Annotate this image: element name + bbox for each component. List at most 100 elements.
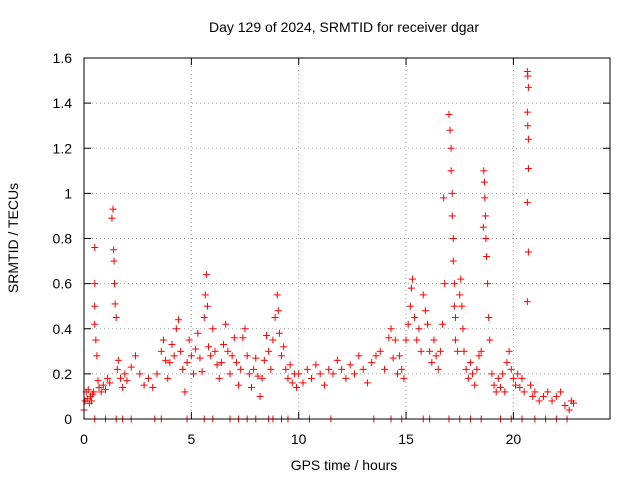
data-point <box>432 352 440 360</box>
data-point <box>486 336 494 344</box>
data-point <box>153 370 161 378</box>
data-point <box>381 365 389 373</box>
data-point <box>359 365 367 373</box>
data-point <box>385 334 393 342</box>
data-point <box>494 374 502 382</box>
data-point <box>258 374 266 382</box>
data-point <box>351 370 359 378</box>
ticks: 0 0.2 0.4 0.6 0.8 1 1.2 1.4 1.6 0 5 10 15 20 <box>53 50 610 447</box>
x-tick-label: 15 <box>398 431 414 447</box>
data-point <box>252 354 260 362</box>
data-point <box>523 298 531 306</box>
data-point <box>316 370 324 378</box>
data-point <box>280 343 288 351</box>
data-point <box>480 167 488 175</box>
data-point <box>159 336 167 344</box>
data-point <box>106 379 114 387</box>
data-point <box>485 313 493 321</box>
y-tick-label: 1.6 <box>53 50 73 66</box>
data-points <box>80 68 578 423</box>
data-point <box>247 383 255 391</box>
data-point <box>265 347 273 355</box>
data-point <box>535 397 543 405</box>
data-point <box>91 244 99 252</box>
data-point <box>84 386 92 394</box>
data-point <box>91 302 99 310</box>
data-point <box>411 313 419 321</box>
y-tick-label: 0.8 <box>53 231 73 247</box>
data-point <box>187 352 195 360</box>
data-point <box>524 165 532 173</box>
data-point <box>254 372 262 380</box>
data-point <box>127 363 135 371</box>
data-point <box>109 205 117 213</box>
data-point <box>157 347 165 355</box>
data-point <box>162 356 170 364</box>
data-point <box>269 336 277 344</box>
data-point <box>398 365 406 373</box>
data-point <box>237 365 245 373</box>
data-point <box>202 271 210 279</box>
data-point <box>194 329 202 337</box>
data-point <box>557 388 565 396</box>
data-point <box>481 194 489 202</box>
data-point <box>480 178 488 186</box>
data-point <box>464 374 472 382</box>
data-point <box>449 235 457 242</box>
data-point <box>523 198 531 206</box>
y-tick-label: 0.2 <box>53 366 73 382</box>
data-point <box>93 352 101 360</box>
data-point <box>457 275 465 283</box>
data-point <box>274 307 282 315</box>
data-point <box>325 365 333 373</box>
data-point <box>492 388 500 396</box>
data-point <box>419 291 427 299</box>
data-point <box>123 377 131 385</box>
data-point <box>523 108 531 116</box>
data-point <box>299 379 307 387</box>
data-point <box>243 352 251 360</box>
data-point <box>450 280 458 288</box>
data-point <box>391 336 399 344</box>
data-point <box>446 126 454 134</box>
data-point <box>396 352 404 360</box>
data-point <box>333 356 341 364</box>
data-point <box>235 381 243 389</box>
data-point <box>475 352 483 360</box>
data-point <box>449 257 457 265</box>
y-axis-label: SRMTID / TECUs <box>5 183 21 293</box>
data-point <box>101 386 109 394</box>
data-point <box>441 280 449 288</box>
data-point <box>121 370 129 378</box>
data-point <box>458 302 466 310</box>
data-point <box>477 347 485 355</box>
data-point <box>288 379 296 387</box>
data-point <box>286 361 294 369</box>
data-point <box>95 383 103 391</box>
data-point <box>460 347 468 355</box>
chart-title: Day 129 of 2024, SRMTID for receiver dga… <box>209 19 479 35</box>
data-point <box>112 313 120 321</box>
data-point <box>514 370 522 378</box>
data-point <box>189 370 197 378</box>
data-point <box>439 320 447 328</box>
data-point <box>484 280 492 288</box>
data-point <box>198 368 206 376</box>
data-point <box>140 381 148 389</box>
data-point <box>174 316 182 324</box>
data-point <box>355 352 363 360</box>
plot-area: 0 0.2 0.4 0.6 0.8 1 1.2 1.4 1.6 0 5 10 15 20 <box>53 50 611 447</box>
data-point <box>402 336 410 344</box>
data-point <box>428 359 436 367</box>
data-point <box>561 401 569 409</box>
data-point <box>168 341 176 349</box>
data-point <box>524 72 532 80</box>
data-point <box>104 374 112 382</box>
data-point <box>456 291 464 299</box>
data-point <box>451 313 459 321</box>
data-point <box>149 383 157 391</box>
data-point <box>196 354 204 362</box>
data-point <box>275 329 283 337</box>
x-tick-label: 5 <box>187 431 195 447</box>
data-point <box>505 347 513 355</box>
